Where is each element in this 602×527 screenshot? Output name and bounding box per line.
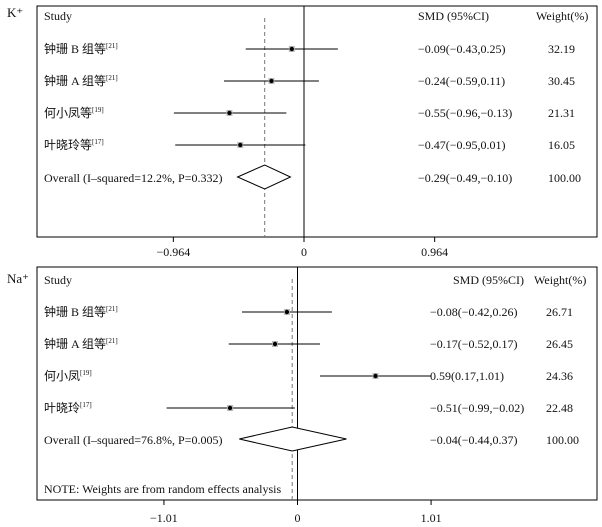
study-ref: [17] bbox=[92, 138, 104, 146]
study-ref: [17] bbox=[80, 401, 92, 409]
overall-ci: −0.04(−0.44,0.37) bbox=[430, 433, 518, 447]
header-smd: SMD (95%CI) bbox=[418, 9, 489, 23]
panel-label: Na⁺ bbox=[7, 271, 29, 286]
study-ref: [21] bbox=[106, 305, 118, 313]
study-label: 钟珊 A 组等[21] bbox=[44, 336, 118, 351]
point-estimate bbox=[284, 309, 290, 315]
study-label: 钟珊 B 组等[21] bbox=[44, 304, 118, 319]
study-weight: 26.71 bbox=[546, 305, 573, 319]
point-estimate bbox=[272, 341, 278, 347]
study-ci: 0.59(0.17,1.01) bbox=[430, 369, 504, 383]
header-weight: Weight(%) bbox=[536, 9, 588, 23]
axis-tick-label: 0 bbox=[295, 511, 301, 525]
study-weight: 30.45 bbox=[548, 74, 575, 88]
study-ref: [21] bbox=[106, 74, 118, 82]
study-weight: 26.45 bbox=[546, 337, 573, 351]
study-weight: 16.05 bbox=[548, 138, 575, 152]
point-estimate bbox=[373, 373, 378, 379]
axis-tick-label: 1.01 bbox=[421, 511, 442, 525]
study-ci: −0.24(−0.59,0.11) bbox=[418, 74, 505, 88]
study-ci: −0.55(−0.96,−0.13) bbox=[418, 106, 512, 120]
panel-frame bbox=[36, 5, 598, 238]
study-ci: −0.51(−0.99,−0.02) bbox=[430, 401, 524, 415]
study-ci: −0.17(−0.52,0.17) bbox=[430, 337, 518, 351]
forest-panel-k: K⁺ Study SMD (95%CI) Weight(%) 钟珊 B 组等[2… bbox=[7, 5, 598, 259]
overall-diamond bbox=[236, 164, 292, 190]
study-weight: 24.36 bbox=[546, 369, 573, 383]
study-label: 钟珊 B 组等[21] bbox=[44, 41, 118, 56]
point-estimate bbox=[269, 78, 274, 84]
study-weight: 21.31 bbox=[548, 106, 575, 120]
overall-label: Overall (I–squared=76.8%, P=0.005) bbox=[44, 433, 223, 447]
study-ref: [19] bbox=[92, 106, 104, 114]
overall-weight: 100.00 bbox=[546, 433, 579, 447]
point-estimate bbox=[238, 142, 243, 148]
study-label: 何小凤[19] bbox=[44, 369, 92, 383]
axis-tick-label: 0 bbox=[301, 245, 307, 259]
study-weight: 22.48 bbox=[546, 401, 573, 415]
point-estimate bbox=[289, 46, 295, 52]
header-smd: SMD (95%CI) bbox=[453, 273, 524, 287]
study-weight: 32.19 bbox=[548, 42, 575, 56]
study-ref: [21] bbox=[106, 337, 118, 345]
plot-area: 钟珊 B 组等[21] −0.09(−0.43,0.25) 32.19 钟珊 A 组等… bbox=[44, 6, 575, 259]
header-weight: Weight(%) bbox=[534, 273, 586, 287]
overall-diamond bbox=[239, 426, 347, 452]
forest-panel-na: Na⁺ Study SMD (95%CI) Weight(%) 钟珊 B 组等[… bbox=[7, 266, 598, 525]
plot-area: 钟珊 B 组等[21] −0.08(−0.42,0.26) 26.71 钟珊 A 组等… bbox=[44, 267, 573, 525]
overall-weight: 100.00 bbox=[548, 171, 581, 185]
study-ref: [19] bbox=[80, 369, 92, 377]
note-text: NOTE: Weights are from random effects an… bbox=[44, 482, 282, 496]
point-estimate bbox=[227, 110, 232, 116]
panel-label: K⁺ bbox=[7, 5, 23, 20]
header-study: Study bbox=[44, 9, 72, 23]
overall-ci: −0.29(−0.49,−0.10) bbox=[418, 171, 512, 185]
overall-label: Overall (I–squared=12.2%, P=0.332) bbox=[44, 171, 223, 185]
study-ci: −0.47(−0.95,0.01) bbox=[418, 138, 506, 152]
header-study: Study bbox=[44, 273, 72, 287]
study-label: 钟珊 A 组等[21] bbox=[44, 73, 118, 88]
study-ref: [21] bbox=[106, 42, 118, 50]
panel-frame bbox=[36, 266, 598, 501]
axis-tick-label: 0.964 bbox=[421, 245, 448, 259]
study-ci: −0.09(−0.43,0.25) bbox=[418, 42, 506, 56]
axis-tick-label: −1.01 bbox=[150, 511, 178, 525]
point-estimate bbox=[227, 405, 233, 411]
study-label: 叶晓玲[17] bbox=[44, 401, 92, 415]
study-ci: −0.08(−0.42,0.26) bbox=[430, 305, 518, 319]
study-label: 何小凤等[19] bbox=[44, 106, 104, 120]
study-label: 叶晓玲等[17] bbox=[44, 138, 104, 152]
axis-tick-label: −0.964 bbox=[156, 245, 190, 259]
